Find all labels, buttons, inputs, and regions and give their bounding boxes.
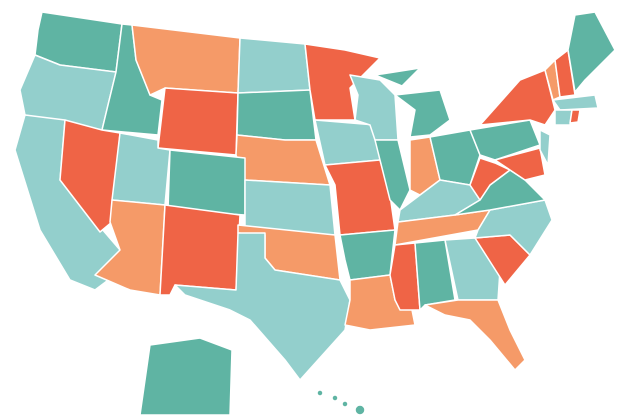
state bbox=[139, 337, 233, 415]
state bbox=[304, 43, 381, 121]
state bbox=[394, 89, 451, 138]
state bbox=[569, 109, 581, 124]
state bbox=[479, 69, 556, 126]
state bbox=[167, 149, 246, 216]
state bbox=[494, 147, 546, 181]
state bbox=[236, 89, 317, 141]
island bbox=[331, 394, 339, 402]
state bbox=[552, 94, 599, 111]
state bbox=[157, 87, 239, 156]
state bbox=[339, 229, 396, 281]
state bbox=[424, 299, 526, 371]
state bbox=[567, 11, 616, 93]
state bbox=[159, 204, 241, 296]
state bbox=[174, 232, 351, 381]
state bbox=[237, 37, 311, 94]
island bbox=[341, 400, 349, 408]
state bbox=[235, 134, 331, 186]
state bbox=[554, 109, 573, 126]
state bbox=[554, 49, 576, 98]
state bbox=[131, 24, 241, 96]
state bbox=[539, 129, 551, 166]
island bbox=[316, 389, 324, 397]
states bbox=[14, 11, 616, 415]
island bbox=[354, 404, 366, 415]
state bbox=[374, 67, 421, 87]
